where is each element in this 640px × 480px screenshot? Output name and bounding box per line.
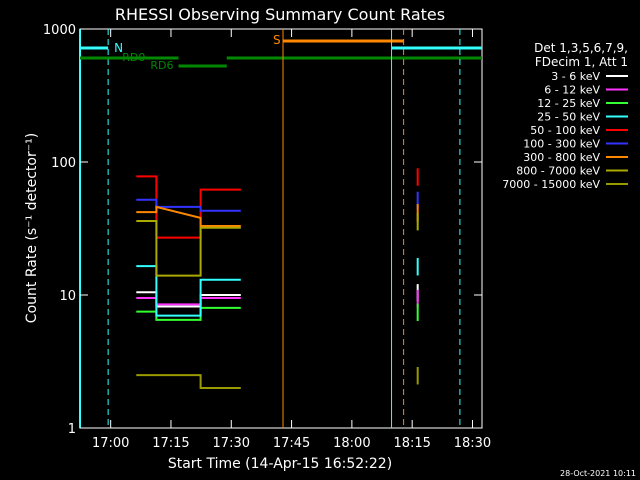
- x-tick-label: 17:00: [92, 436, 129, 451]
- y-tick-label: 1000: [43, 23, 76, 38]
- legend-header-line-1: Det 1,3,5,6,7,9,: [534, 41, 628, 55]
- legend-label: 25 - 50 keV: [537, 111, 600, 124]
- axis-ticks: 17:00 17:15 17:30 17:45 18:00 18:15 18:30 1 10 10…: [43, 23, 491, 451]
- x-tick-label: 18:15: [393, 436, 430, 451]
- rd0-label: RD0: [122, 51, 145, 64]
- legend-label: 12 - 25 keV: [537, 97, 600, 110]
- legend-label: 3 - 6 keV: [551, 70, 600, 83]
- y-tick-label: 10: [59, 289, 76, 304]
- series-line: [136, 198, 241, 212]
- series-layer: [136, 168, 419, 389]
- y-tick-label: 100: [51, 156, 76, 171]
- legend-label: 300 - 800 keV: [523, 151, 600, 164]
- series-line: [136, 306, 241, 321]
- x-axis-label: Start Time (14-Apr-15 16:52:22): [168, 456, 392, 472]
- series-line: [136, 374, 241, 389]
- night-label: N: [114, 41, 123, 55]
- plot-frame: [79, 28, 483, 429]
- saa-label: S: [273, 33, 281, 47]
- legend-label: 50 - 100 keV: [530, 124, 600, 137]
- chart-title: RHESSI Observing Summary Count Rates: [115, 5, 445, 24]
- series-line: [136, 220, 241, 277]
- rd6-label: RD6: [150, 59, 173, 72]
- timestamp: 28-Oct-2021 10:11: [560, 469, 636, 478]
- x-tick-label: 17:30: [213, 436, 250, 451]
- legend-label: 6 - 12 keV: [544, 84, 600, 97]
- x-tick-label: 18:00: [333, 436, 370, 451]
- legend-label: 7000 - 15000 keV: [502, 178, 600, 191]
- series-line: [136, 205, 241, 227]
- y-tick-label: 1: [68, 422, 76, 437]
- x-tick-label: 18:30: [454, 436, 491, 451]
- legend-header-line-2: FDecim 1, Att 1: [535, 55, 628, 69]
- y-axis-label: Count Rate (s⁻¹ detector⁻¹): [24, 133, 40, 323]
- series-line: [136, 265, 241, 317]
- x-tick-label: 17:15: [152, 436, 189, 451]
- legend-label: 800 - 7000 keV: [516, 165, 600, 178]
- x-tick-label: 17:45: [273, 436, 310, 451]
- series-line: [136, 297, 241, 306]
- legend-label: 100 - 300 keV: [523, 138, 600, 151]
- series-line: [136, 175, 241, 239]
- series-line: [136, 291, 241, 308]
